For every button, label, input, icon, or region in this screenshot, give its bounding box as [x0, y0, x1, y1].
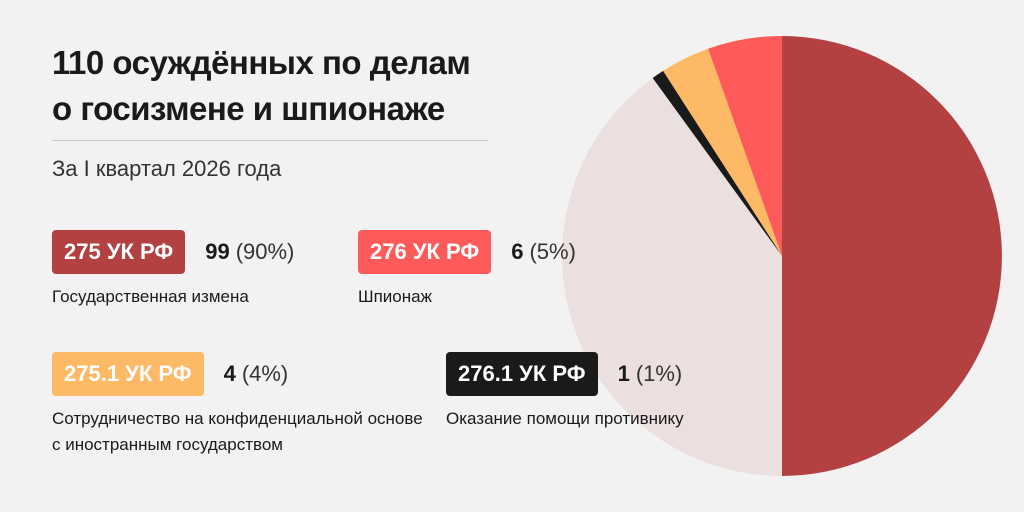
legend-description-275: Государственная измена: [52, 287, 249, 306]
legend-item-275: 275 УК РФ 99 (90%) Государственная измена: [52, 230, 352, 310]
legend-percent-275: (90%): [235, 239, 295, 264]
legend-description-276-1: Оказание помощи противнику: [446, 409, 684, 428]
pie-slice-276: [708, 35, 782, 256]
legend-badge-275: 275 УК РФ: [52, 230, 186, 274]
legend-description-276: Шпионаж: [358, 287, 432, 306]
title-divider: [52, 140, 488, 141]
pie-slice-275: [782, 36, 1002, 476]
legend-badge-276: 276 УК РФ: [358, 230, 492, 274]
legend-count-276: 6: [511, 239, 524, 264]
legend-count-275: 99: [205, 239, 230, 264]
legend-description-275-1: Сотрудничество на конфиденциальной основ…: [52, 409, 423, 454]
legend-item-275-1: 275.1 УК РФ 4 (4%) Сотрудничество на конфи…: [52, 352, 432, 458]
legend-item-276-1: 276.1 УК РФ 1 (1%) Оказание помощи противн…: [446, 352, 706, 432]
legend-badge-276-1: 276.1 УК РФ: [446, 352, 598, 396]
legend-percent-276: (5%): [529, 239, 576, 264]
legend-count-276-1: 1: [617, 361, 630, 386]
pie-slice-275-1: [663, 48, 782, 256]
chart-subtitle: За I квартал 2026 года: [52, 156, 282, 181]
pie-slice-276-1: [652, 70, 782, 256]
legend-percent-276-1: (1%): [635, 361, 683, 386]
legend-badge-275-1: 275.1 УК РФ: [52, 352, 204, 396]
legend-count-275-1: 4: [223, 361, 236, 386]
legend-percent-275-1: (4%): [241, 361, 289, 386]
chart-title: 110 осуждённых по делам о госизмене и шп…: [52, 44, 471, 127]
legend-item-276: 276 УК РФ 6 (5%) Шпионаж: [358, 230, 618, 310]
